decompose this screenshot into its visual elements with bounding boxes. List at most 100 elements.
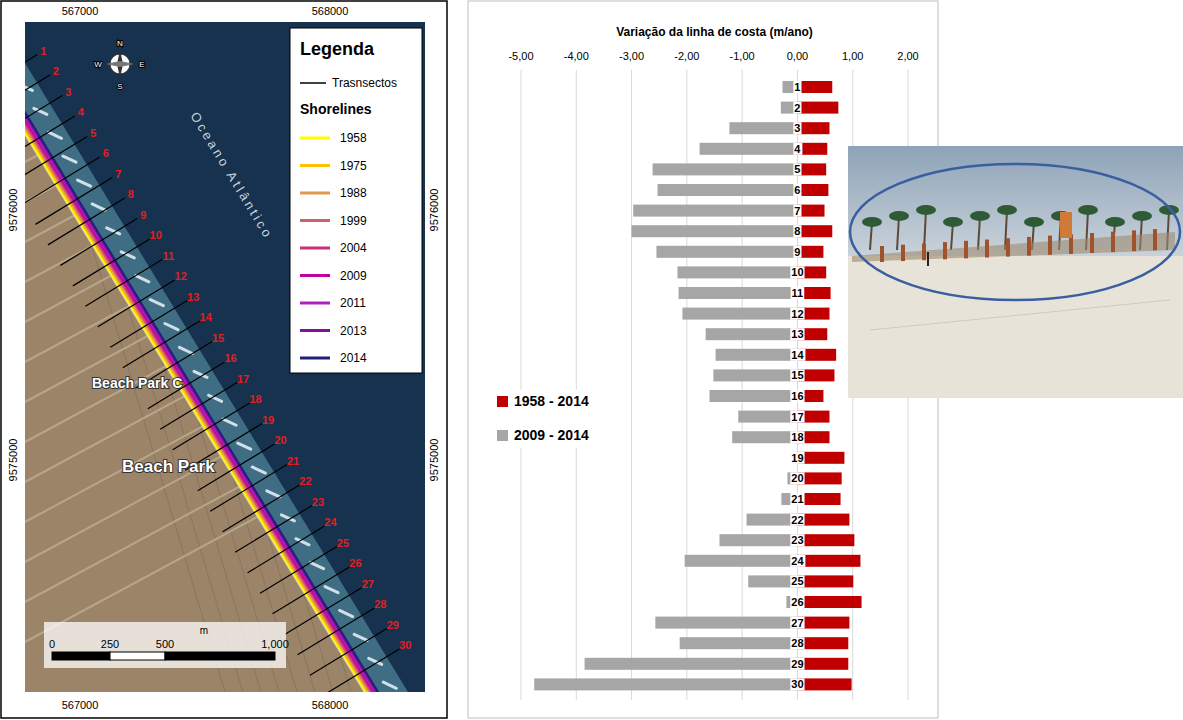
person [927, 252, 929, 266]
bar [747, 514, 798, 526]
bar [797, 514, 849, 526]
tick-label: 2,00 [897, 50, 918, 62]
category-label: 26 [791, 596, 803, 608]
bar [732, 431, 797, 443]
x-coord: 567000 [62, 699, 99, 711]
category-label: 24 [791, 555, 804, 567]
fence-post [1090, 233, 1094, 253]
transect-label: 29 [387, 619, 399, 631]
label-patch [790, 452, 804, 464]
sand-track [870, 300, 1170, 330]
fence-post [901, 245, 905, 261]
map-legend-label: 2009 [340, 269, 367, 283]
category-label: 22 [791, 514, 803, 526]
palm-crown [1105, 217, 1125, 227]
transect-label: 30 [399, 639, 411, 651]
bar [797, 205, 824, 217]
transect [173, 403, 250, 450]
bar [797, 555, 860, 567]
category-label: 4 [794, 143, 801, 155]
palm-crown [916, 205, 936, 215]
category-label: 17 [791, 411, 803, 423]
label-patch [790, 658, 804, 670]
wave [48, 132, 61, 138]
y-coord: 9575000 [428, 439, 440, 482]
tick-label: -3,00 [619, 50, 644, 62]
shoreline [25, 22, 425, 692]
wave [310, 563, 323, 569]
bar [797, 163, 826, 175]
map-legend-label: 1975 [340, 159, 367, 173]
label-patch [793, 102, 801, 114]
palm-crown [943, 217, 963, 227]
legend-swatch [300, 137, 330, 140]
legend-swatch [300, 274, 330, 277]
bar [710, 390, 798, 402]
label-patch [790, 514, 804, 526]
legend-swatch [300, 192, 330, 195]
map-image [25, 22, 425, 692]
bar [700, 143, 798, 155]
bar [716, 349, 798, 361]
chart-legend: 1958 - 20142009 - 2014 [492, 390, 595, 448]
palm-crown [1132, 211, 1152, 221]
category-label: 23 [791, 534, 803, 546]
bar [797, 81, 832, 93]
transect-label: 3 [65, 86, 71, 98]
transect-label: 4 [78, 106, 85, 118]
transect-label: 24 [324, 516, 337, 528]
transect-label: 13 [187, 291, 199, 303]
bar [719, 534, 797, 546]
transect-label: 11 [162, 250, 174, 262]
shoreline [25, 22, 425, 692]
label-patch [793, 246, 801, 258]
legend-swatch [300, 302, 330, 305]
transect-label: 9 [140, 209, 146, 221]
transect-label: 21 [287, 455, 299, 467]
category-label: 27 [791, 617, 803, 629]
shoreline [25, 22, 425, 692]
bar [797, 184, 828, 196]
map-legend-label: 1988 [340, 186, 367, 200]
category-label: 21 [791, 493, 803, 505]
category-label: 9 [794, 246, 800, 258]
street [25, 502, 285, 642]
legend-swatch [300, 329, 330, 332]
transect-label: 6 [103, 147, 109, 159]
wave [238, 443, 251, 449]
label-patch [793, 81, 801, 93]
map-legend-label: 1958 [340, 131, 367, 145]
wave [267, 491, 280, 497]
fence-post [1111, 232, 1115, 252]
scale-label: 1,000 [261, 638, 289, 650]
category-label: 6 [794, 184, 800, 196]
label-patch [790, 678, 804, 690]
legend-swatch [300, 357, 330, 360]
transect [35, 178, 112, 225]
fence-post [1132, 230, 1136, 251]
chart-title: Variação da linha de costa (m/ano) [616, 25, 813, 39]
label-patch [790, 431, 804, 443]
bar [655, 617, 797, 629]
shoreline [25, 22, 425, 692]
bar [713, 369, 797, 381]
transect-label: 19 [262, 414, 274, 426]
wave [78, 180, 91, 186]
category-label: 5 [794, 163, 800, 175]
wave [179, 347, 192, 353]
legend-bg [492, 390, 595, 448]
label-patch [793, 122, 801, 134]
category-label: 16 [791, 390, 803, 402]
wave [252, 467, 265, 473]
transect [248, 526, 325, 573]
legend-swatch [300, 82, 326, 84]
category-label: 25 [791, 575, 803, 587]
label-patch [790, 328, 804, 340]
transect-label: 23 [312, 496, 324, 508]
transect [123, 321, 200, 368]
x-coord: 568000 [312, 5, 349, 17]
label-patch [790, 472, 804, 484]
transect [48, 198, 125, 245]
transect-label: 2 [53, 65, 59, 77]
category-label: 30 [791, 678, 803, 690]
